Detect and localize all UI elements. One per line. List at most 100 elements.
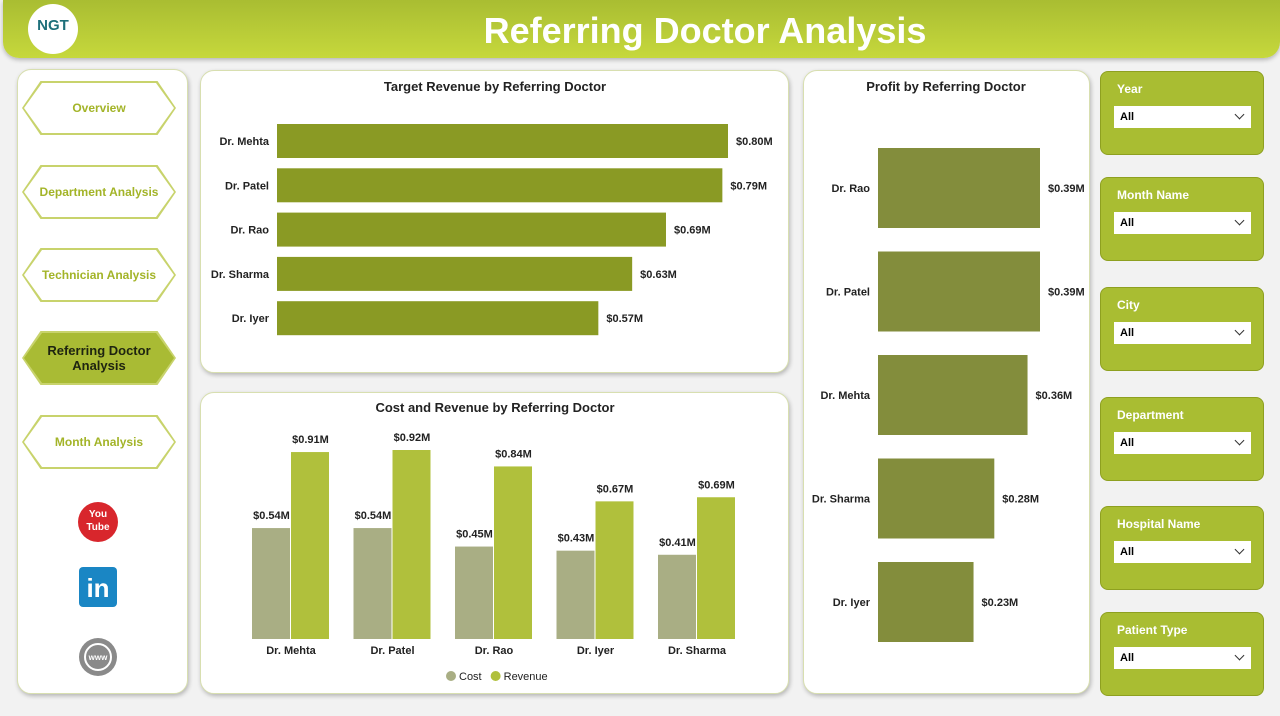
chart-title: Target Revenue by Referring Doctor bbox=[384, 79, 606, 94]
bar bbox=[353, 528, 392, 639]
category-label: Dr. Mehta bbox=[820, 390, 870, 402]
category-label: Dr. Sharma bbox=[211, 269, 270, 281]
data-label: $0.43M bbox=[558, 533, 595, 545]
data-label: $0.80M bbox=[736, 136, 773, 148]
chart: Profit by Referring Doctor Dr. Rao $0.39M D… bbox=[812, 79, 1085, 642]
filter-card: Department All bbox=[1100, 397, 1264, 481]
data-label: $0.92M bbox=[394, 432, 431, 444]
bar bbox=[252, 528, 290, 639]
data-label: $0.57M bbox=[606, 313, 643, 325]
data-label: $0.41M bbox=[659, 537, 696, 549]
youtube-text: You bbox=[89, 509, 107, 520]
linkedin-text: in bbox=[86, 573, 109, 603]
bar bbox=[277, 256, 633, 291]
nav-button[interactable]: Referring Doctor Analysis bbox=[22, 331, 176, 385]
data-label: $0.28M bbox=[1002, 494, 1039, 506]
chart-title: Profit by Referring Doctor bbox=[866, 79, 1026, 94]
data-label: $0.45M bbox=[456, 529, 493, 541]
legend-swatch bbox=[446, 671, 456, 681]
logo: NGT bbox=[28, 4, 78, 54]
category-label: Dr. Patel bbox=[225, 180, 269, 192]
data-label: $0.84M bbox=[495, 448, 532, 460]
page-title: Referring Doctor Analysis bbox=[483, 10, 927, 51]
category-label: Dr. Sharma bbox=[812, 494, 871, 506]
filter-card: Hospital Name All bbox=[1100, 506, 1264, 590]
chart-panel: Target Revenue by Referring Doctor Dr. Me… bbox=[200, 70, 789, 373]
filter-dropdown[interactable]: All bbox=[1114, 541, 1251, 563]
data-label: $0.69M bbox=[674, 225, 711, 237]
chart-panel: Cost and Revenue by Referring Doctor Dr. … bbox=[200, 392, 789, 694]
bar bbox=[878, 355, 1028, 435]
nav-button[interactable]: Month Analysis bbox=[22, 415, 176, 469]
bar bbox=[697, 497, 735, 639]
filter-dropdown[interactable]: All bbox=[1114, 432, 1251, 454]
x-tick-label: Dr. Patel bbox=[370, 645, 414, 657]
data-label: $0.54M bbox=[355, 510, 392, 522]
filter-dropdown[interactable]: All bbox=[1114, 106, 1251, 128]
data-label: $0.23M bbox=[982, 597, 1019, 609]
data-label: $0.79M bbox=[730, 180, 767, 192]
web-text: www bbox=[88, 653, 108, 662]
bar bbox=[494, 466, 532, 639]
nav-label: Referring Doctor Analysis bbox=[24, 333, 174, 383]
data-label: $0.39M bbox=[1048, 183, 1085, 195]
bar bbox=[455, 546, 493, 639]
nav-button[interactable]: Overview bbox=[22, 81, 176, 135]
data-label: $0.63M bbox=[640, 269, 677, 281]
data-label: $0.54M bbox=[253, 510, 290, 522]
youtube-icon[interactable]: You Tube bbox=[78, 502, 118, 542]
x-tick-label: Dr. Rao bbox=[475, 645, 514, 657]
filter-label: City bbox=[1117, 298, 1140, 312]
data-label: $0.91M bbox=[292, 434, 329, 446]
filter-label: Department bbox=[1117, 408, 1184, 422]
linkedin-icon[interactable]: in bbox=[79, 567, 119, 607]
youtube-text: Tube bbox=[86, 522, 110, 533]
bar bbox=[277, 212, 666, 247]
bar bbox=[658, 554, 696, 639]
legend-label: Revenue bbox=[504, 671, 548, 683]
chart: Target Revenue by Referring Doctor Dr. Me… bbox=[211, 79, 773, 336]
bar bbox=[878, 251, 1040, 332]
filter-card: Patient Type All bbox=[1100, 612, 1264, 696]
data-label: $0.39M bbox=[1048, 287, 1085, 299]
nav-label: Overview bbox=[24, 83, 174, 133]
bar bbox=[277, 168, 723, 203]
bar bbox=[878, 458, 995, 539]
category-label: Dr. Iyer bbox=[232, 313, 270, 325]
x-tick-label: Dr. Sharma bbox=[668, 645, 727, 657]
chart: Cost and Revenue by Referring Doctor Dr. … bbox=[252, 400, 735, 683]
filter-dropdown[interactable]: All bbox=[1114, 647, 1251, 669]
data-label: $0.67M bbox=[597, 483, 634, 495]
data-label: $0.36M bbox=[1036, 390, 1073, 402]
bar bbox=[277, 301, 599, 336]
web-icon[interactable]: www bbox=[78, 637, 118, 677]
web-globe bbox=[84, 643, 112, 671]
bar bbox=[277, 124, 728, 158]
filter-card: City All bbox=[1100, 287, 1264, 371]
filter-card: Month Name All bbox=[1100, 177, 1264, 261]
legend-swatch bbox=[490, 671, 501, 681]
bar bbox=[291, 452, 329, 639]
filter-label: Patient Type bbox=[1117, 623, 1188, 637]
nav-button[interactable]: Technician Analysis bbox=[22, 248, 176, 302]
x-tick-label: Dr. Iyer bbox=[577, 645, 615, 657]
nav-button[interactable]: Department Analysis bbox=[22, 165, 176, 219]
filter-dropdown[interactable]: All bbox=[1114, 322, 1251, 344]
data-label: $0.69M bbox=[698, 479, 735, 491]
bar bbox=[878, 562, 974, 642]
nav-label: Department Analysis bbox=[24, 167, 174, 217]
chart-panel: Profit by Referring Doctor Dr. Rao $0.39M D… bbox=[803, 70, 1090, 694]
category-label: Dr. Mehta bbox=[219, 136, 269, 148]
category-label: Dr. Rao bbox=[230, 225, 269, 237]
linkedin-box bbox=[79, 567, 117, 607]
filter-dropdown[interactable]: All bbox=[1114, 212, 1251, 234]
legend-label: Cost bbox=[459, 671, 482, 683]
category-label: Dr. Iyer bbox=[833, 597, 871, 609]
x-tick-label: Dr. Mehta bbox=[266, 645, 316, 657]
header bbox=[3, 0, 1280, 58]
chart-title: Cost and Revenue by Referring Doctor bbox=[375, 400, 614, 415]
bar bbox=[392, 450, 431, 639]
filter-card: Year All bbox=[1100, 71, 1264, 155]
bar bbox=[556, 550, 595, 639]
